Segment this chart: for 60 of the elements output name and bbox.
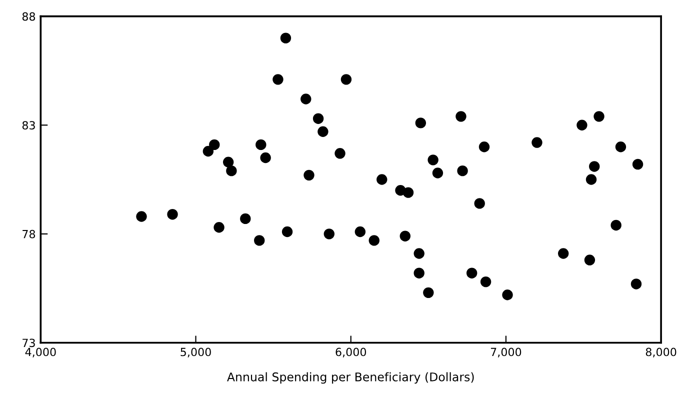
point xyxy=(167,208,178,220)
point xyxy=(594,111,604,122)
point xyxy=(304,170,314,181)
point xyxy=(368,235,380,246)
point xyxy=(209,139,220,150)
point xyxy=(402,187,414,198)
point xyxy=(532,137,542,148)
point xyxy=(502,289,513,300)
point xyxy=(240,213,251,224)
point xyxy=(318,126,328,137)
point xyxy=(586,174,597,185)
point xyxy=(610,220,622,231)
point xyxy=(282,226,293,238)
point xyxy=(428,154,438,166)
point xyxy=(256,139,266,150)
y-tick-label: 78 xyxy=(22,230,36,238)
point xyxy=(280,32,292,44)
point xyxy=(576,120,588,130)
point xyxy=(272,74,284,85)
point xyxy=(478,142,490,152)
y-tick-label: 73 xyxy=(22,338,35,348)
point xyxy=(466,268,478,278)
point xyxy=(214,222,224,233)
point xyxy=(376,174,388,185)
point xyxy=(456,111,466,122)
point xyxy=(300,94,312,104)
point xyxy=(415,118,426,128)
point xyxy=(630,278,642,290)
point xyxy=(480,276,492,288)
x-tick-label: 7,000 xyxy=(490,348,522,358)
point xyxy=(589,161,600,172)
point xyxy=(340,74,352,85)
point xyxy=(334,148,346,159)
point xyxy=(423,287,434,298)
point xyxy=(400,230,410,242)
point xyxy=(202,146,214,157)
point xyxy=(312,113,324,124)
y-tick-label: 88 xyxy=(22,12,36,21)
point xyxy=(414,248,424,259)
point xyxy=(558,248,569,259)
point xyxy=(632,158,644,170)
point xyxy=(354,226,366,238)
point xyxy=(457,165,468,176)
point xyxy=(136,211,147,222)
y-tick-label: 83 xyxy=(22,121,35,130)
point xyxy=(260,152,271,164)
point xyxy=(414,268,424,278)
point xyxy=(324,228,335,240)
x-tick-label: 8,000 xyxy=(646,348,676,358)
point xyxy=(254,235,265,246)
x-tick-label: 6,000 xyxy=(336,348,366,358)
x-tick-label: 5,000 xyxy=(180,348,211,358)
point xyxy=(226,165,237,176)
point xyxy=(584,254,596,266)
point xyxy=(615,142,626,152)
x-axis-title: Annual Spending per Beneficiary (Dollars) xyxy=(227,372,474,384)
point xyxy=(474,198,485,209)
point xyxy=(222,156,234,168)
x-tick-label: 4,000 xyxy=(25,348,56,358)
point xyxy=(432,168,444,178)
